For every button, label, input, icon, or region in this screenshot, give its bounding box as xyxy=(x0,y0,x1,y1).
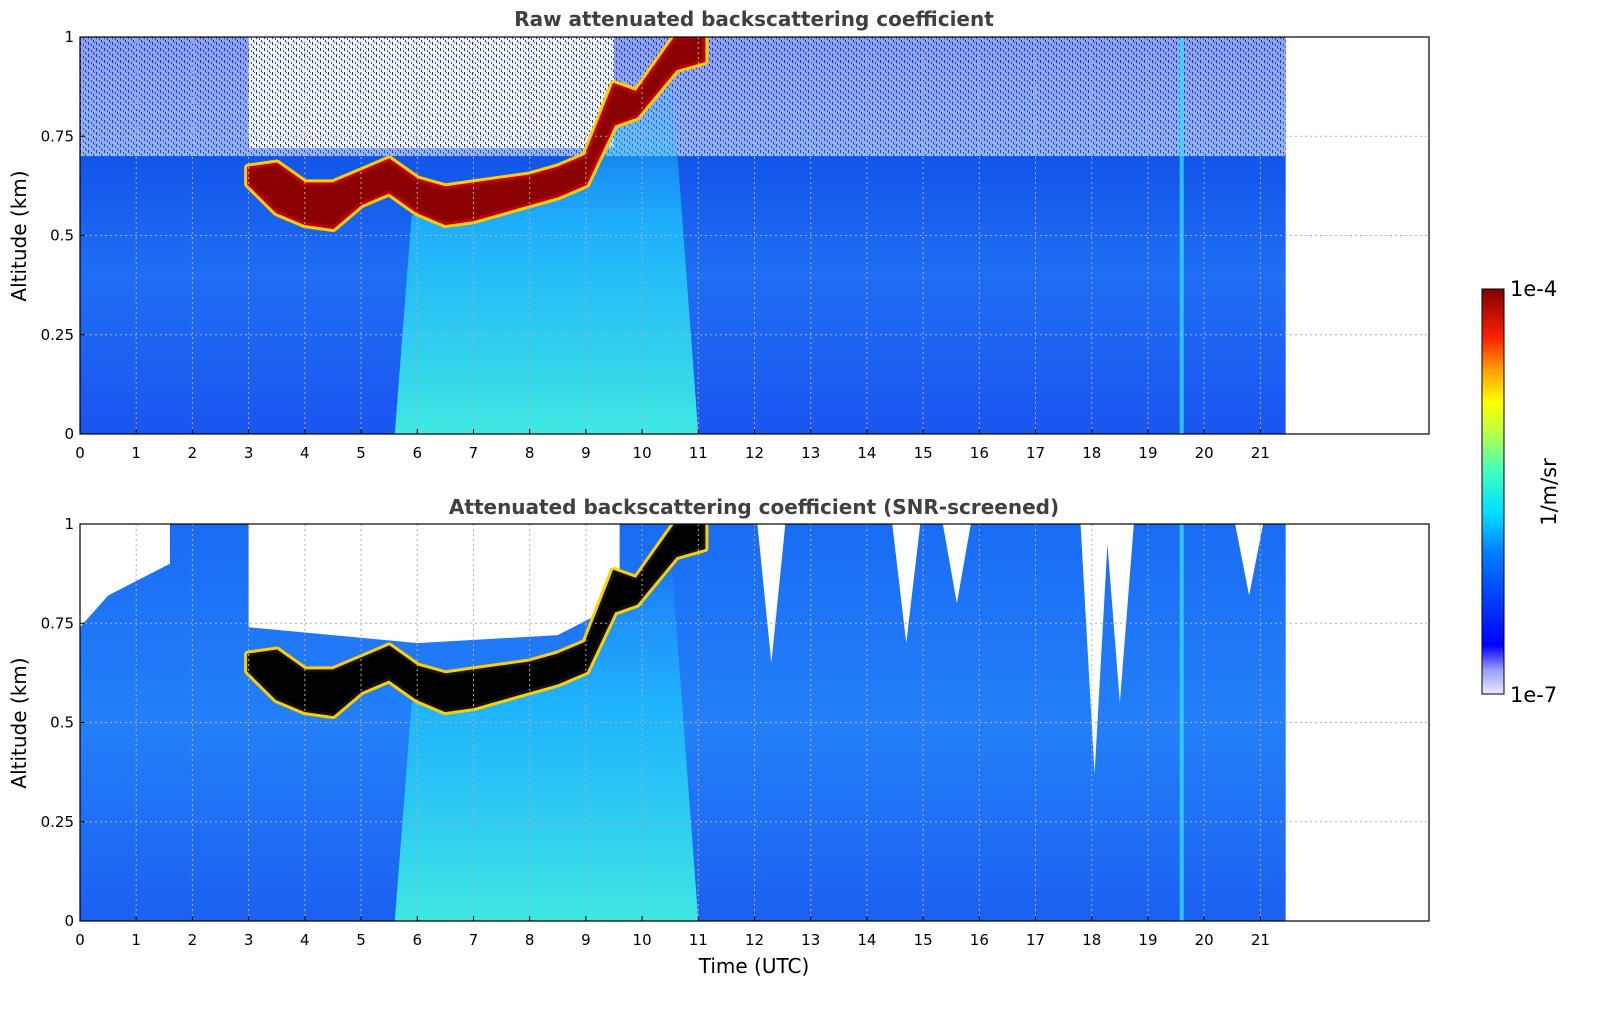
panel1-heatmap xyxy=(80,37,1286,434)
x-tick-label: 12 xyxy=(745,931,764,949)
x-tick-label: 20 xyxy=(1195,931,1214,949)
x-tick-label: 5 xyxy=(356,931,366,949)
screened-region xyxy=(80,524,170,628)
x-tick-label: 9 xyxy=(581,931,591,949)
x-tick-label: 0 xyxy=(75,931,85,949)
screened-gap xyxy=(757,524,786,663)
aerosol-plume xyxy=(394,56,699,434)
y-tick-label: 0.5 xyxy=(50,714,74,732)
x-tick-label: 4 xyxy=(300,931,310,949)
panel1-grid xyxy=(80,37,1429,434)
screened-gap xyxy=(1080,524,1109,775)
x-tick-label: 15 xyxy=(914,444,933,462)
panel2-y-axis-label: Altitude (km) xyxy=(7,657,31,788)
x-tick-label: 7 xyxy=(469,931,479,949)
y-tick-label: 0 xyxy=(64,425,74,443)
aerosol-plume xyxy=(394,543,699,921)
noise-region-above-cloud xyxy=(248,37,614,149)
x-tick-label: 12 xyxy=(745,444,764,462)
panel1-y-axis-label: Altitude (km) xyxy=(7,170,31,301)
x-tick-label: 4 xyxy=(300,444,310,462)
raw-backscatter-panel: Raw attenuated backscattering coefficien… xyxy=(7,7,1430,462)
screened-gap xyxy=(942,524,971,604)
x-tick-label: 8 xyxy=(525,444,535,462)
panel2-y-ticks: 0 0.25 0.5 0.75 1 xyxy=(41,515,85,930)
x-tick-label: 16 xyxy=(970,931,989,949)
x-tick-label: 6 xyxy=(412,444,422,462)
x-tick-label: 19 xyxy=(1138,444,1157,462)
colorbar-gradient xyxy=(1481,288,1505,695)
y-tick-label: 0.5 xyxy=(50,227,74,245)
colorbar-max-label: 1e-4 xyxy=(1510,277,1557,301)
x-tick-label: 5 xyxy=(356,444,366,462)
x-tick-label: 20 xyxy=(1195,444,1214,462)
screened-region xyxy=(248,524,620,644)
y-tick-label: 0.25 xyxy=(41,326,74,344)
colorbar: 1e-4 1e-7 1/m/sr xyxy=(1481,277,1561,707)
x-tick-label: 18 xyxy=(1082,931,1101,949)
panel1-title: Raw attenuated backscattering coefficien… xyxy=(514,7,994,31)
x-tick-label: 16 xyxy=(970,444,989,462)
x-tick-label: 21 xyxy=(1251,931,1270,949)
x-tick-label: 17 xyxy=(1026,931,1045,949)
x-tick-label: 2 xyxy=(188,931,198,949)
panel1-x-ticks: 0 1 2 3 4 5 6 7 8 9 10 11 12 13 14 15 16 17 18 19 20 21 xyxy=(75,429,1270,462)
x-tick-label: 10 xyxy=(633,931,652,949)
x-tick-label: 9 xyxy=(581,444,591,462)
x-tick-label: 13 xyxy=(801,444,820,462)
y-tick-label: 1 xyxy=(64,515,74,533)
screened-gap xyxy=(1235,524,1264,596)
x-tick-label: 0 xyxy=(75,444,85,462)
x-tick-label: 6 xyxy=(412,931,422,949)
colorbar-min-label: 1e-7 xyxy=(1510,683,1557,707)
y-tick-label: 0.75 xyxy=(41,127,74,145)
x-tick-label: 3 xyxy=(244,444,254,462)
y-tick-label: 0.75 xyxy=(41,614,74,632)
cloud-layer xyxy=(247,524,706,717)
cloud-layer xyxy=(247,37,706,230)
x-tick-label: 14 xyxy=(857,931,876,949)
x-tick-label: 1 xyxy=(131,444,141,462)
x-tick-label: 13 xyxy=(801,931,820,949)
x-tick-label: 18 xyxy=(1082,444,1101,462)
panel1-y-ticks: 0 0.25 0.5 0.75 1 xyxy=(41,28,85,443)
y-tick-label: 1 xyxy=(64,28,74,46)
x-tick-label: 19 xyxy=(1138,931,1157,949)
x-tick-label: 10 xyxy=(633,444,652,462)
x-tick-label: 2 xyxy=(188,444,198,462)
panel2-x-ticks: 0 1 2 3 4 5 6 7 8 9 10 11 12 13 14 15 16 17 18 19 20 21 xyxy=(75,916,1270,949)
snr-screened-panel: Attenuated backscattering coefficient (S… xyxy=(7,495,1430,978)
panel2-grid xyxy=(80,524,1429,921)
x-tick-label: 1 xyxy=(131,931,141,949)
y-tick-label: 0.25 xyxy=(41,813,74,831)
x-tick-label: 11 xyxy=(689,444,708,462)
x-tick-label: 7 xyxy=(469,444,479,462)
x-tick-label: 17 xyxy=(1026,444,1045,462)
x-tick-label: 3 xyxy=(244,931,254,949)
panel2-title: Attenuated backscattering coefficient (S… xyxy=(449,495,1059,519)
x-tick-label: 14 xyxy=(857,444,876,462)
screened-gap xyxy=(892,524,921,644)
x-axis-label: Time (UTC) xyxy=(698,954,810,978)
colorbar-unit-label: 1/m/sr xyxy=(1537,458,1561,526)
screened-gap xyxy=(1105,524,1134,703)
x-tick-label: 11 xyxy=(689,931,708,949)
y-tick-label: 0 xyxy=(64,912,74,930)
x-tick-label: 15 xyxy=(914,931,933,949)
x-tick-label: 8 xyxy=(525,931,535,949)
x-tick-label: 21 xyxy=(1251,444,1270,462)
